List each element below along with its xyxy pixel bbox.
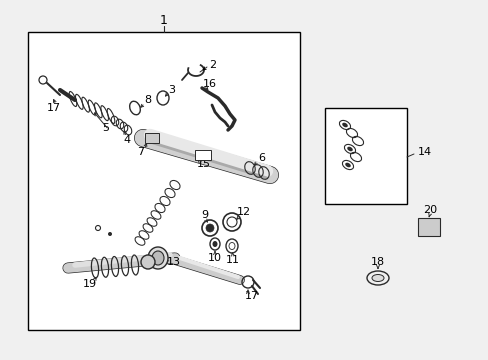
Bar	[28, 32, 299, 330]
Text: 9: 9	[201, 210, 208, 220]
Ellipse shape	[108, 232, 112, 236]
Ellipse shape	[148, 247, 168, 269]
Ellipse shape	[371, 274, 383, 282]
Bar	[195, 150, 210, 160]
Text: 12: 12	[237, 207, 250, 217]
Text: 15: 15	[197, 159, 210, 169]
Text: 4: 4	[123, 135, 130, 145]
Ellipse shape	[212, 241, 217, 247]
Text: 18: 18	[370, 257, 384, 267]
Bar	[325, 108, 406, 204]
Text: 20: 20	[422, 205, 436, 215]
Ellipse shape	[152, 251, 163, 265]
Ellipse shape	[342, 123, 347, 127]
Text: 17: 17	[47, 103, 61, 113]
Text: 17: 17	[244, 291, 259, 301]
Text: 7: 7	[137, 147, 144, 157]
Text: 11: 11	[225, 255, 240, 265]
Text: 14: 14	[417, 147, 431, 157]
Text: 5: 5	[102, 123, 109, 133]
Ellipse shape	[205, 224, 214, 232]
Text: 16: 16	[203, 79, 217, 89]
Text: 19: 19	[83, 279, 97, 289]
Text: 6: 6	[258, 153, 265, 163]
Ellipse shape	[345, 163, 350, 167]
Bar	[145, 133, 159, 143]
Text: 8: 8	[144, 95, 151, 105]
Text: 13: 13	[167, 257, 181, 267]
Text: 10: 10	[207, 253, 222, 263]
Text: 2: 2	[209, 60, 216, 70]
Ellipse shape	[346, 147, 352, 151]
Ellipse shape	[141, 255, 155, 269]
Text: 1: 1	[160, 13, 167, 27]
Bar	[417, 218, 439, 236]
Text: 3: 3	[168, 85, 175, 95]
